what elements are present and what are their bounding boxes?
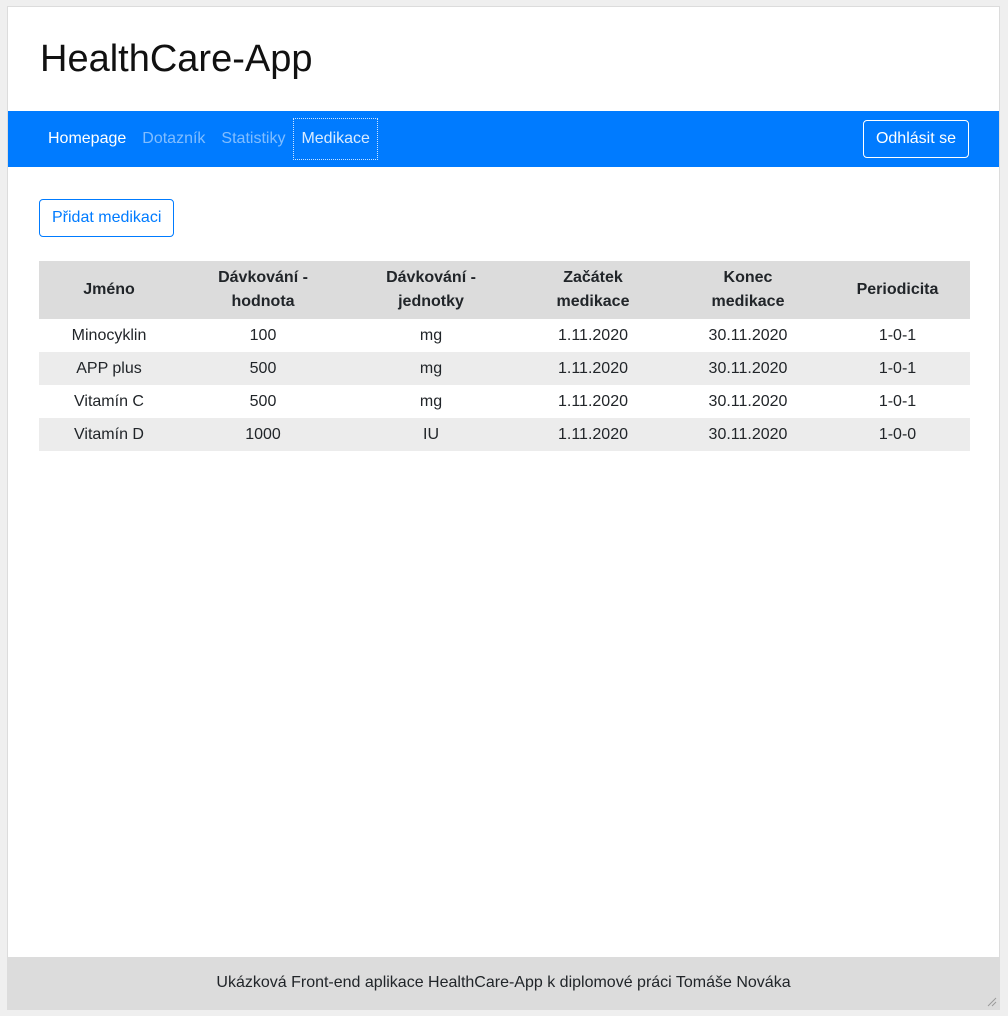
cell-end: 30.11.2020 — [671, 319, 825, 352]
cell-dose-unit: mg — [347, 319, 515, 352]
column-header-end-line1: Konec — [723, 269, 773, 286]
footer: Ukázková Front-end aplikace HealthCare-A… — [8, 957, 999, 1009]
column-header-name-text: Jméno — [83, 281, 135, 298]
add-medication-button[interactable]: Přidat medikaci — [39, 199, 175, 237]
column-header-dose-value-line2: hodnota — [231, 293, 295, 310]
resize-grip-icon[interactable] — [985, 995, 997, 1007]
table-row: Vitamín C 500 mg 1.11.2020 30.11.2020 1-… — [39, 385, 970, 418]
footer-text: Ukázková Front-end aplikace HealthCare-A… — [216, 974, 791, 991]
cell-name: Vitamín C — [39, 385, 179, 418]
column-header-periodicity: Periodicita — [825, 261, 970, 319]
navbar: Homepage Dotazník Statistiky Medikace Od… — [8, 111, 999, 167]
app-title: HealthCare-App — [40, 38, 313, 80]
nav-item-homepage[interactable]: Homepage — [48, 130, 127, 147]
cell-periodicity: 1-0-1 — [825, 352, 970, 385]
logout-button[interactable]: Odhlásit se — [862, 120, 969, 158]
cell-periodicity: 1-0-0 — [825, 418, 970, 451]
cell-dose-value: 500 — [179, 385, 347, 418]
column-header-start: Začátek medikace — [515, 261, 671, 319]
column-header-dose-unit-line2: jednotky — [398, 293, 464, 310]
cell-name: Minocyklin — [39, 319, 179, 352]
table-row: APP plus 500 mg 1.11.2020 30.11.2020 1-0… — [39, 352, 970, 385]
nav-item-medikace[interactable]: Medikace — [293, 118, 378, 160]
column-header-periodicity-text: Periodicita — [856, 281, 939, 298]
nav-item-statistiky[interactable]: Statistiky — [221, 130, 286, 147]
cell-dose-unit: mg — [347, 385, 515, 418]
column-header-dose-unit-line1: Dávkování - — [386, 269, 476, 286]
column-header-end-line2: medikace — [711, 293, 785, 310]
cell-dose-value: 500 — [179, 352, 347, 385]
column-header-name: Jméno — [39, 261, 179, 319]
column-header-end: Konec medikace — [671, 261, 825, 319]
nav-links: Homepage Dotazník Statistiky Medikace — [40, 118, 378, 160]
table-header-row: Jméno Dávkování - hodnota Dávkování - je… — [39, 261, 970, 319]
cell-dose-unit: mg — [347, 352, 515, 385]
column-header-dose-value-line1: Dávkování - — [218, 269, 308, 286]
table-row: Minocyklin 100 mg 1.11.2020 30.11.2020 1… — [39, 319, 970, 352]
table-row: Vitamín D 1000 IU 1.11.2020 30.11.2020 1… — [39, 418, 970, 451]
cell-start: 1.11.2020 — [515, 418, 671, 451]
column-header-dose-unit: Dávkování - jednotky — [347, 261, 515, 319]
cell-periodicity: 1-0-1 — [825, 385, 970, 418]
column-header-start-line1: Začátek — [563, 269, 623, 286]
cell-start: 1.11.2020 — [515, 319, 671, 352]
cell-name: Vitamín D — [39, 418, 179, 451]
medication-table: Jméno Dávkování - hodnota Dávkování - je… — [39, 261, 970, 451]
cell-dose-value: 1000 — [179, 418, 347, 451]
cell-start: 1.11.2020 — [515, 352, 671, 385]
cell-end: 30.11.2020 — [671, 352, 825, 385]
column-header-dose-value: Dávkování - hodnota — [179, 261, 347, 319]
cell-end: 30.11.2020 — [671, 385, 825, 418]
header: HealthCare-App — [8, 7, 999, 111]
cell-name: APP plus — [39, 352, 179, 385]
cell-periodicity: 1-0-1 — [825, 319, 970, 352]
cell-dose-unit: IU — [347, 418, 515, 451]
cell-end: 30.11.2020 — [671, 418, 825, 451]
app-window: HealthCare-App Homepage Dotazník Statist… — [7, 6, 1000, 1010]
cell-start: 1.11.2020 — [515, 385, 671, 418]
column-header-start-line2: medikace — [556, 293, 630, 310]
cell-dose-value: 100 — [179, 319, 347, 352]
nav-item-dotaznik[interactable]: Dotazník — [142, 130, 206, 147]
